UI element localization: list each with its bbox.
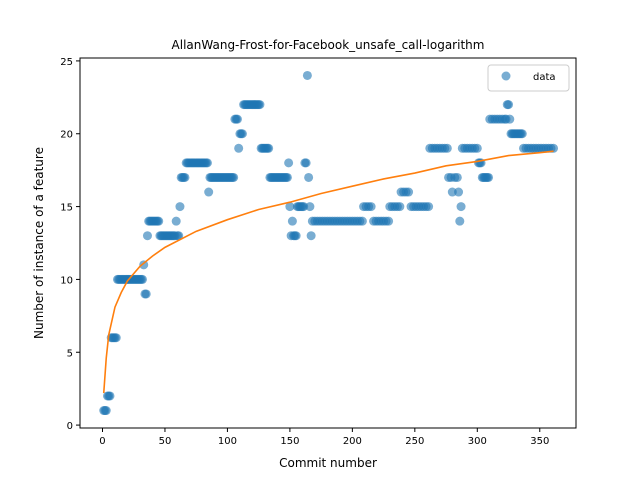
legend: data — [487, 64, 570, 92]
data-point-203 — [395, 202, 405, 212]
data-point-132 — [264, 143, 274, 153]
data-point-223 — [442, 143, 452, 153]
chart-title: AllanWang-Frost-for-Facebook_unsafe_call… — [172, 38, 485, 52]
data-point-215 — [424, 202, 434, 212]
data-point-60 — [174, 231, 184, 241]
data-point-226 — [447, 187, 457, 197]
data-point-108 — [234, 143, 244, 153]
data-point-207 — [404, 187, 414, 197]
x-tick-label-150: 150 — [280, 436, 299, 447]
data-point-104 — [229, 172, 239, 182]
data-point-257 — [504, 100, 514, 110]
x-tick-label-300: 300 — [468, 436, 487, 447]
y-tick-label-20: 20 — [60, 130, 73, 141]
y-tick-label-5: 5 — [67, 348, 73, 359]
data-point-61 — [175, 202, 185, 212]
data-point-160 — [299, 202, 309, 212]
data-point-125 — [255, 100, 265, 110]
data-point-231 — [456, 202, 466, 212]
data-point-247 — [484, 172, 494, 182]
y-axis-title: Number of instance of a feature — [32, 147, 46, 339]
x-tick-label-100: 100 — [218, 436, 237, 447]
x-axis-title: Commit number — [279, 456, 377, 470]
data-point-165 — [305, 202, 315, 212]
x-tick-label-250: 250 — [405, 436, 424, 447]
fit-line — [102, 150, 554, 394]
data-point-107 — [232, 114, 242, 124]
data-point-229 — [454, 187, 464, 197]
y-tick-label-10: 10 — [60, 275, 73, 286]
legend-marker-data — [501, 71, 511, 81]
y-tick-label-25: 25 — [60, 57, 73, 68]
y-axis: 0 5 10 15 20 25 — [60, 57, 80, 432]
x-tick-label-350: 350 — [530, 436, 549, 447]
data-point-163 — [302, 70, 312, 80]
data-point-5 — [105, 391, 115, 401]
data-point-268 — [517, 129, 527, 139]
data-point-148 — [284, 158, 294, 168]
plot-frame — [79, 57, 577, 429]
data-point-162 — [301, 158, 311, 168]
x-tick-label-50: 50 — [159, 436, 172, 447]
x-tick-label-0: 0 — [99, 436, 105, 447]
data-point-198 — [384, 216, 394, 226]
data-point-83 — [202, 158, 212, 168]
data-point-164 — [304, 172, 314, 182]
data-point-111 — [237, 129, 247, 139]
data-point-238 — [472, 143, 482, 153]
legend-box — [487, 64, 570, 92]
data-point-2 — [101, 406, 111, 416]
data-point-258 — [505, 114, 515, 124]
legend-label-data: data — [533, 72, 556, 83]
data-point-32 — [139, 260, 149, 270]
data-point-65 — [180, 172, 190, 182]
data-point-154 — [291, 231, 301, 241]
data-point-228 — [452, 172, 462, 182]
data-point-187 — [357, 216, 367, 226]
data-point-84 — [204, 187, 214, 197]
data-point-44 — [154, 216, 164, 226]
data-point-31 — [137, 274, 147, 284]
y-tick-label-15: 15 — [60, 203, 73, 214]
plot-area — [99, 70, 559, 416]
data-point-147 — [282, 172, 292, 182]
data-point-149 — [285, 202, 295, 212]
x-tick-label-200: 200 — [343, 436, 362, 447]
data-point-58 — [171, 216, 181, 226]
x-axis: 0 50 100 150 200 250 300 350 — [99, 428, 549, 447]
data-point-191 — [366, 202, 376, 212]
data-point-166 — [306, 231, 316, 241]
data-point-230 — [455, 216, 465, 226]
data-point-35 — [142, 231, 152, 241]
data-point-10 — [111, 333, 121, 343]
data-point-151 — [287, 216, 297, 226]
y-tick-label-0: 0 — [67, 421, 73, 432]
data-point-34 — [141, 289, 151, 299]
data-point-281 — [549, 143, 559, 153]
